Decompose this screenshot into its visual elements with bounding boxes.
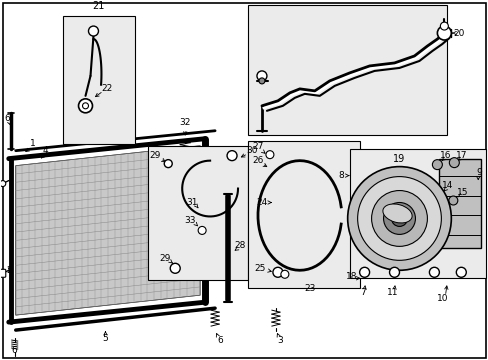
Text: 29: 29 [159, 254, 171, 263]
Text: 6: 6 [4, 114, 10, 123]
Text: 22: 22 [102, 84, 113, 93]
Text: 5: 5 [102, 334, 108, 343]
Circle shape [383, 203, 415, 234]
Circle shape [431, 159, 442, 170]
Circle shape [428, 267, 439, 277]
Circle shape [280, 270, 288, 278]
Circle shape [357, 177, 441, 260]
Bar [349, 149, 485, 278]
Text: 15: 15 [456, 188, 467, 197]
Text: 9: 9 [475, 168, 481, 177]
Text: 25: 25 [254, 264, 265, 273]
Text: 28: 28 [234, 241, 245, 250]
Bar [148, 146, 247, 280]
Text: 6: 6 [217, 336, 223, 345]
Circle shape [455, 267, 466, 277]
Text: 16: 16 [439, 151, 450, 160]
Text: 10: 10 [436, 294, 447, 303]
Circle shape [371, 190, 427, 246]
Text: 13: 13 [390, 176, 403, 185]
Text: 2: 2 [6, 266, 12, 275]
Circle shape [198, 226, 206, 234]
Text: 3: 3 [276, 336, 282, 345]
Polygon shape [16, 146, 200, 315]
Circle shape [265, 151, 273, 159]
Circle shape [347, 167, 450, 270]
Circle shape [436, 26, 450, 40]
Circle shape [440, 22, 447, 30]
Circle shape [82, 103, 88, 109]
Text: 31: 31 [186, 198, 198, 207]
Circle shape [448, 196, 457, 205]
Text: 30: 30 [246, 146, 257, 155]
Circle shape [259, 78, 264, 84]
Bar [439, 159, 480, 248]
FancyBboxPatch shape [0, 269, 6, 277]
Ellipse shape [382, 204, 411, 223]
Text: 17: 17 [455, 151, 466, 160]
Circle shape [359, 267, 369, 277]
Circle shape [256, 71, 266, 81]
Text: 23: 23 [304, 284, 315, 293]
Circle shape [88, 26, 98, 36]
Bar [62, 16, 135, 144]
Text: 19: 19 [392, 154, 405, 164]
Ellipse shape [371, 195, 422, 231]
Text: 11: 11 [386, 288, 397, 297]
Text: 1: 1 [30, 139, 36, 148]
Circle shape [0, 181, 6, 186]
Circle shape [434, 191, 443, 200]
Text: 20: 20 [453, 28, 464, 37]
Circle shape [170, 263, 180, 273]
Circle shape [226, 151, 237, 161]
Bar [247, 5, 447, 135]
Circle shape [164, 159, 172, 168]
Text: 33: 33 [184, 216, 196, 225]
Text: 14: 14 [441, 181, 452, 190]
Bar [247, 141, 359, 288]
Text: 21: 21 [92, 1, 104, 11]
Text: 7: 7 [359, 288, 365, 297]
Circle shape [448, 158, 458, 168]
Circle shape [79, 99, 92, 113]
Circle shape [389, 267, 399, 277]
Circle shape [272, 267, 282, 277]
Text: 32: 32 [179, 118, 190, 127]
Text: 29: 29 [149, 151, 161, 160]
Text: 24: 24 [256, 198, 267, 207]
Text: 8: 8 [338, 171, 344, 180]
Text: 4: 4 [43, 146, 48, 155]
Circle shape [391, 211, 407, 226]
Text: 26: 26 [252, 156, 263, 165]
Text: 12: 12 [388, 242, 399, 251]
Text: 18: 18 [345, 272, 357, 281]
Bar [361, 168, 432, 238]
Text: 27: 27 [252, 142, 263, 151]
Text: 6: 6 [12, 346, 18, 355]
